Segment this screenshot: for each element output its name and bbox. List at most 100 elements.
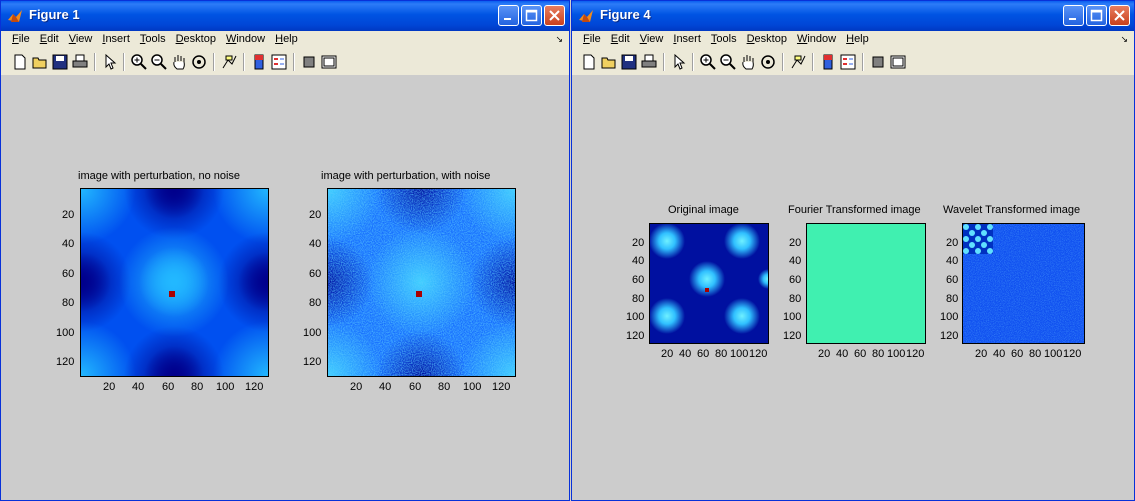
menu-window[interactable]: Window <box>225 33 266 45</box>
menu-file[interactable]: File <box>583 33 601 45</box>
x-tick-label: 40 <box>836 348 849 360</box>
title-bar[interactable]: Figure 1 <box>1 1 569 31</box>
y-tick-label: 40 <box>789 255 802 267</box>
y-tick-label: 20 <box>309 209 322 221</box>
x-tick-label: 120 <box>245 381 264 393</box>
matlab-icon <box>579 10 593 22</box>
menu-overflow-icon[interactable]: ↘ <box>555 34 563 44</box>
x-tick-label: 80 <box>872 348 885 360</box>
x-tick-label: 100 <box>463 381 482 393</box>
pan-hand-icon[interactable] <box>170 53 188 71</box>
zoom-out-icon[interactable] <box>719 53 737 71</box>
rotate-3d-icon[interactable] <box>190 53 208 71</box>
save-icon[interactable] <box>620 53 638 71</box>
zoom-out-icon[interactable] <box>150 53 168 71</box>
minimize-button[interactable] <box>1063 5 1084 26</box>
x-tick-label: 120 <box>906 348 925 360</box>
image-original <box>650 224 768 343</box>
zoom-in-icon[interactable] <box>130 53 148 71</box>
y-tick-label: 40 <box>946 255 959 267</box>
figure-canvas: image with perturbation, no noise <box>1 75 569 500</box>
hide-plot-tools-icon[interactable] <box>300 53 318 71</box>
image-axes-with-noise[interactable] <box>327 188 516 377</box>
colorbar-icon[interactable] <box>819 53 837 71</box>
legend-icon[interactable] <box>270 53 288 71</box>
maximize-button[interactable] <box>1086 5 1107 26</box>
x-tick-label: 100 <box>730 348 749 360</box>
menu-tools[interactable]: Tools <box>710 33 737 45</box>
menu-window[interactable]: Window <box>796 33 837 45</box>
menu-view[interactable]: View <box>68 33 93 45</box>
title-bar[interactable]: Figure 4 <box>572 1 1134 31</box>
data-cursor-icon[interactable] <box>220 53 238 71</box>
figure-1-window: Figure 1 File Edit View Insert Tools Des… <box>0 0 570 501</box>
minimize-button[interactable] <box>498 5 519 26</box>
image-axes-wavelet[interactable] <box>962 223 1085 344</box>
y-tick-label: 60 <box>309 268 322 280</box>
menu-desktop[interactable]: Desktop <box>746 33 787 45</box>
legend-icon[interactable] <box>839 53 857 71</box>
image-wavelet <box>963 224 1084 343</box>
menu-bar: File Edit View Insert Tools Desktop Wind… <box>572 31 1134 49</box>
maximize-icon <box>525 9 538 22</box>
x-tick-label: 40 <box>132 381 145 393</box>
save-icon[interactable] <box>51 53 69 71</box>
y-tick-label: 60 <box>946 274 959 286</box>
maximize-button[interactable] <box>521 5 542 26</box>
y-tick-label: 120 <box>626 330 645 342</box>
y-tick-label: 60 <box>632 274 645 286</box>
y-tick-label: 100 <box>303 327 322 339</box>
menu-insert[interactable]: Insert <box>102 33 130 45</box>
menu-file[interactable]: File <box>12 33 30 45</box>
menu-help[interactable]: Help <box>846 33 869 45</box>
menu-edit[interactable]: Edit <box>610 33 630 45</box>
image-no-noise <box>81 189 268 376</box>
close-icon <box>1114 10 1125 21</box>
zoom-in-icon[interactable] <box>699 53 717 71</box>
menu-view[interactable]: View <box>639 33 664 45</box>
x-tick-label: 60 <box>854 348 867 360</box>
menu-desktop[interactable]: Desktop <box>175 33 216 45</box>
y-tick-label: 40 <box>309 238 322 250</box>
menu-overflow-icon[interactable]: ↘ <box>1120 34 1128 44</box>
axes-title: image with perturbation, no noise <box>78 170 241 182</box>
x-tick-label: 40 <box>679 348 692 360</box>
data-cursor-icon[interactable] <box>789 53 807 71</box>
y-tick-label: 100 <box>626 311 645 323</box>
open-file-icon[interactable] <box>600 53 618 71</box>
x-tick-label: 100 <box>216 381 235 393</box>
image-fourier <box>807 224 925 343</box>
menu-help[interactable]: Help <box>275 33 298 45</box>
x-tick-label: 80 <box>715 348 728 360</box>
y-tick-label: 20 <box>789 237 802 249</box>
y-tick-label: 60 <box>789 274 802 286</box>
close-button[interactable] <box>544 5 565 26</box>
menu-tools[interactable]: Tools <box>139 33 166 45</box>
image-axes-fourier[interactable] <box>806 223 926 344</box>
y-tick-label: 40 <box>62 238 75 250</box>
colorbar-icon[interactable] <box>250 53 268 71</box>
rotate-3d-icon[interactable] <box>759 53 777 71</box>
x-tick-label: 80 <box>438 381 451 393</box>
menu-insert[interactable]: Insert <box>673 33 701 45</box>
x-tick-label: 40 <box>379 381 392 393</box>
hide-plot-tools-icon[interactable] <box>869 53 887 71</box>
image-axes-no-noise[interactable] <box>80 188 269 377</box>
pan-hand-icon[interactable] <box>739 53 757 71</box>
open-file-icon[interactable] <box>31 53 49 71</box>
show-plot-tools-icon[interactable] <box>320 53 338 71</box>
select-arrow-icon[interactable] <box>670 53 688 71</box>
menu-edit[interactable]: Edit <box>39 33 59 45</box>
axes-title: Fourier Transformed image <box>788 204 921 216</box>
close-button[interactable] <box>1109 5 1130 26</box>
new-figure-icon[interactable] <box>11 53 29 71</box>
x-tick-label: 60 <box>697 348 710 360</box>
y-tick-label: 100 <box>56 327 75 339</box>
print-icon[interactable] <box>71 53 89 71</box>
new-figure-icon[interactable] <box>580 53 598 71</box>
image-axes-original[interactable] <box>649 223 769 344</box>
select-arrow-icon[interactable] <box>101 53 119 71</box>
x-tick-label: 120 <box>1063 348 1082 360</box>
print-icon[interactable] <box>640 53 658 71</box>
show-plot-tools-icon[interactable] <box>889 53 907 71</box>
